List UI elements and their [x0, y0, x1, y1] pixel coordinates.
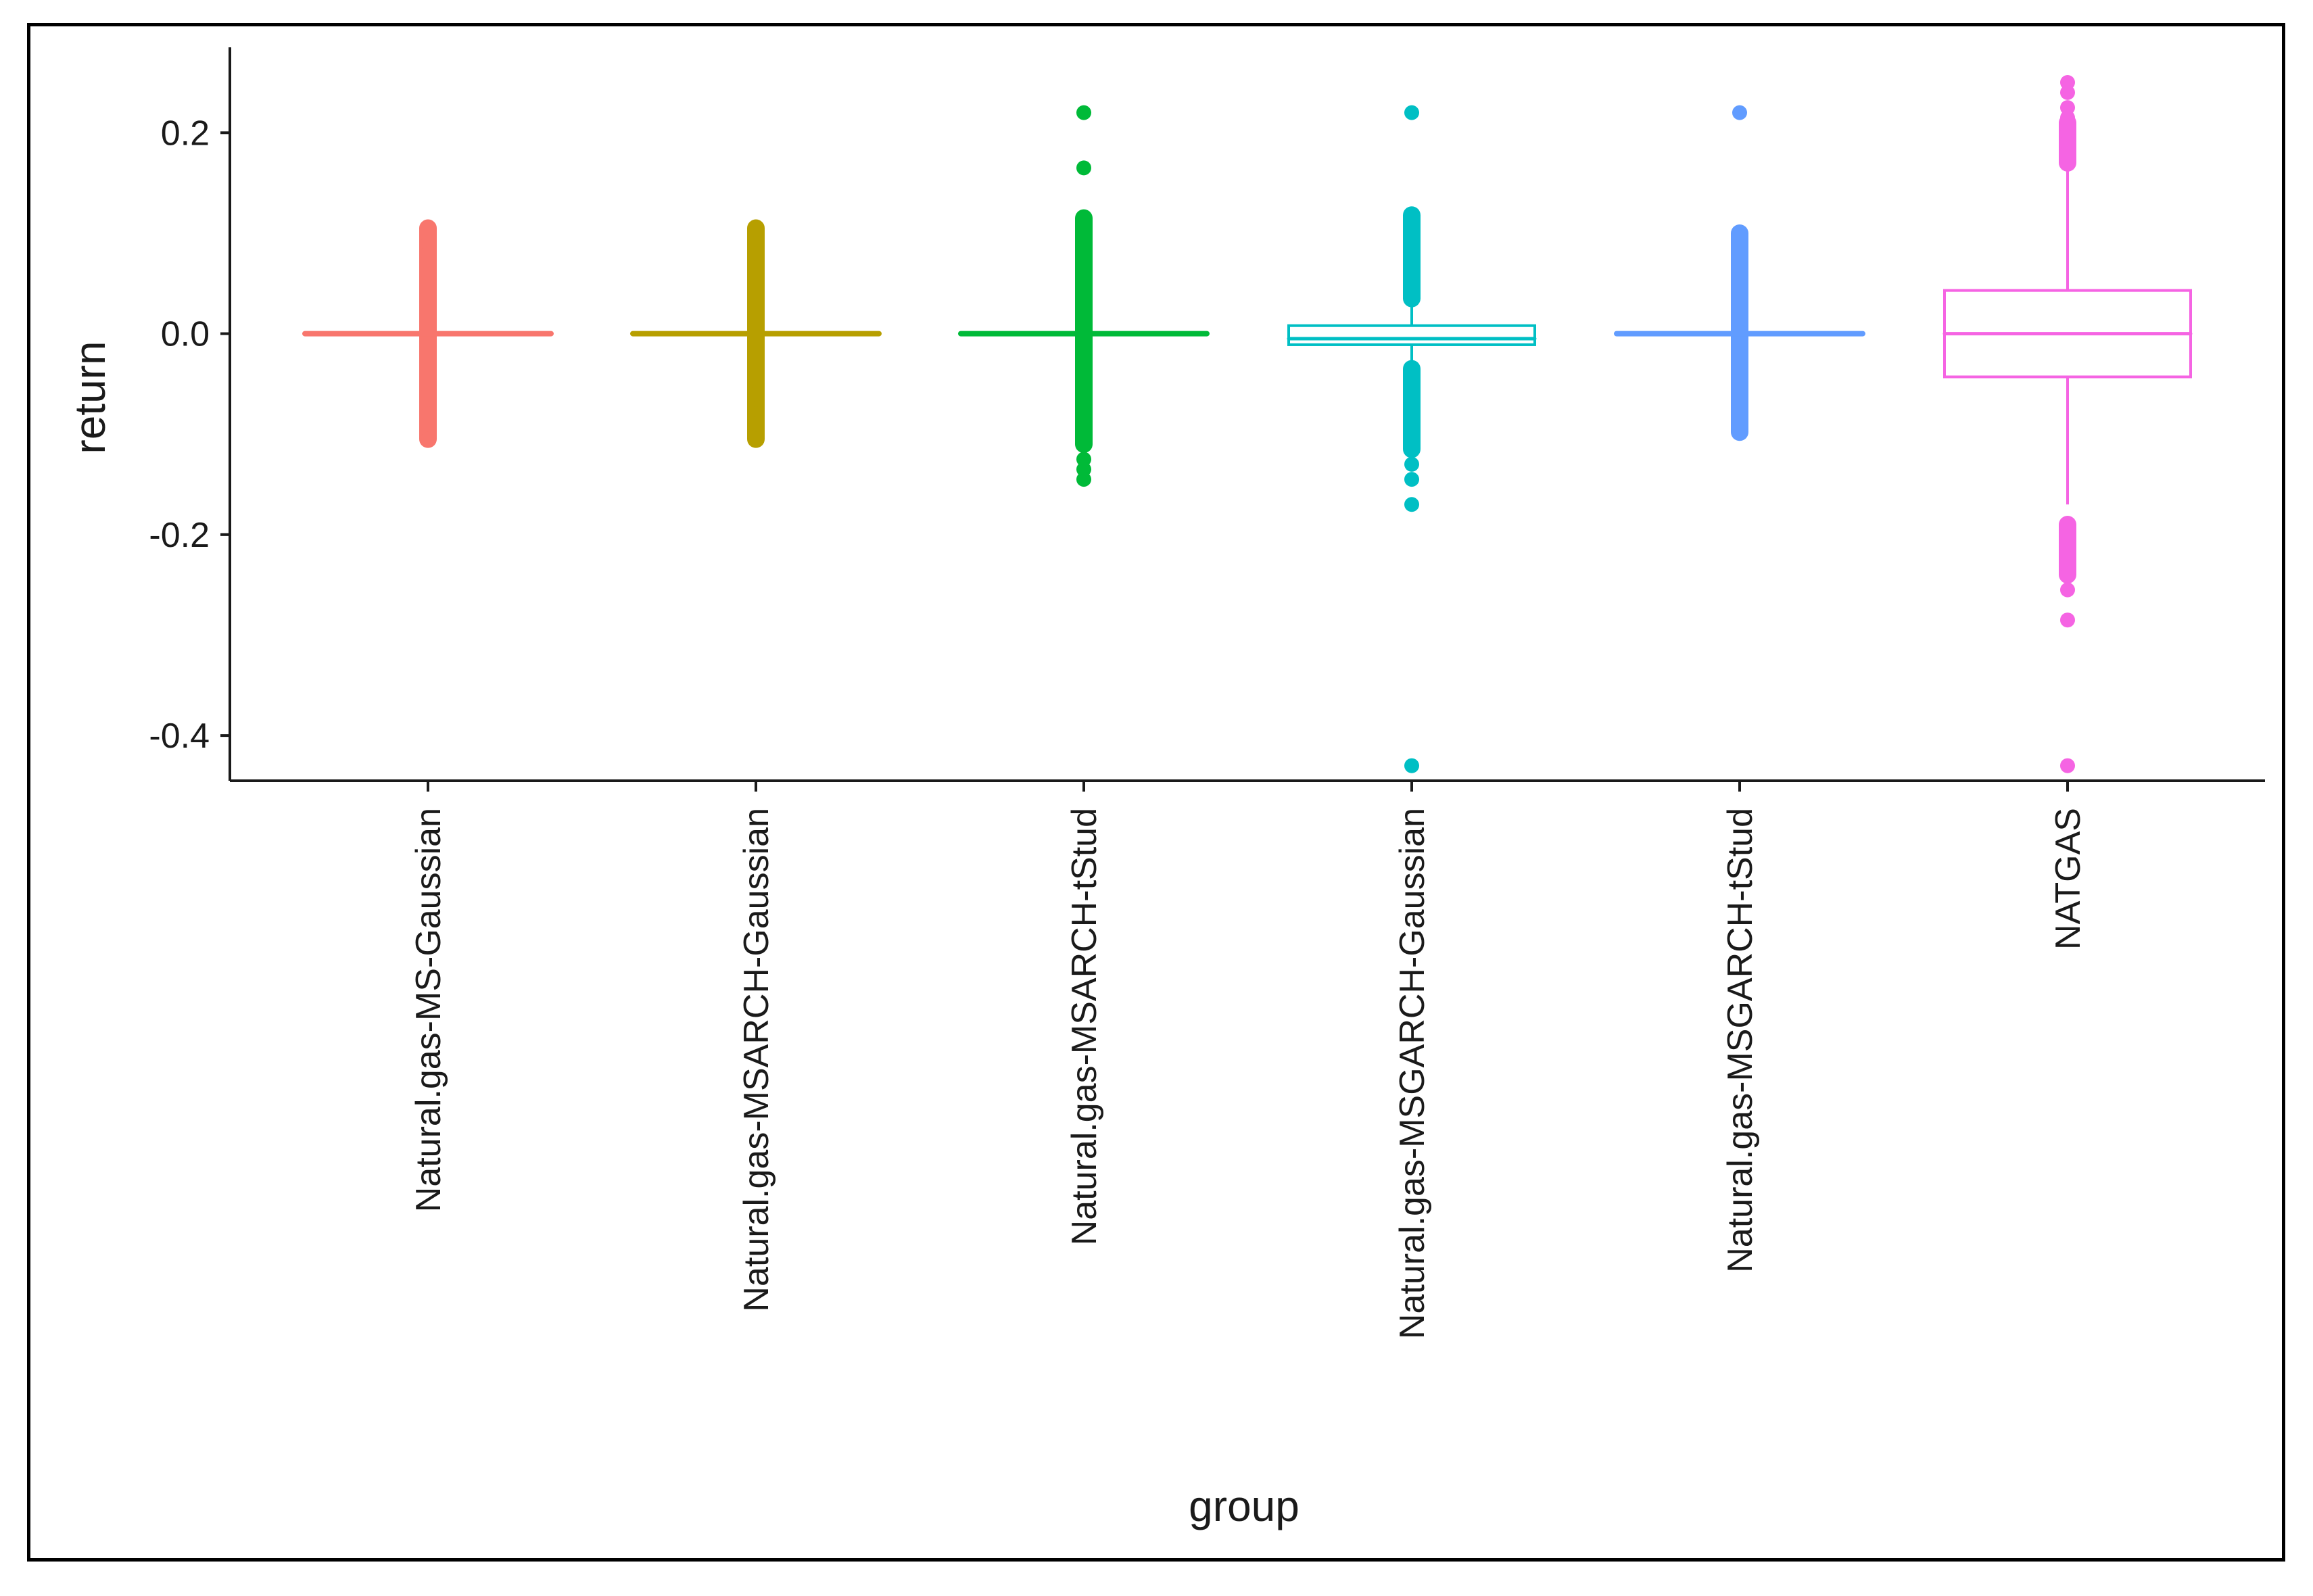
x-tick-label: Natural.gas-MSARCH-tStud — [1065, 808, 1104, 1245]
outlier-point — [2060, 758, 2075, 773]
outlier-point — [2060, 582, 2075, 598]
y-tick-label: 0.2 — [161, 114, 210, 153]
outlier-point — [1732, 105, 1747, 120]
x-tick-label: Natural.gas-MSARCH-Gaussian — [737, 808, 776, 1312]
outlier-point — [2060, 110, 2075, 126]
outlier-point — [1076, 160, 1091, 176]
y-tick-label: -0.4 — [149, 717, 210, 756]
outlier-point — [748, 245, 763, 261]
chart-frame — [27, 23, 2285, 1562]
outlier-point — [2060, 145, 2075, 161]
outlier-point — [2060, 567, 2075, 583]
outlier-point — [1076, 472, 1091, 487]
outlier-point — [1404, 758, 1419, 773]
outlier-point — [748, 266, 763, 281]
outlier-point — [421, 220, 435, 236]
outlier-point — [421, 266, 435, 281]
plot-area: 0.2 0.0 -0.2 -0.4 Natural.gas-MS-Gaussian Nat… — [149, 47, 2265, 1339]
outlier-point — [2060, 612, 2075, 628]
x-tick-label: NATGAS — [2049, 808, 2088, 950]
outlier-point — [421, 386, 435, 402]
outlier-point — [1404, 105, 1419, 120]
outlier-point — [421, 416, 435, 432]
outlier-point — [748, 416, 763, 432]
outlier-point — [2060, 537, 2075, 552]
outlier-point — [421, 245, 435, 261]
outlier-point — [1076, 225, 1091, 241]
outlier-point — [2060, 84, 2075, 100]
outlier-point — [1732, 425, 1747, 440]
x-axis-title: group — [1189, 1482, 1299, 1530]
outlier-point — [1404, 497, 1419, 512]
x-tick-label: Natural.gas-MSGARCH-Gaussian — [1393, 808, 1432, 1339]
outlier-point — [1076, 105, 1091, 120]
outlier-point — [748, 386, 763, 402]
y-tick-label: 0.0 — [161, 315, 210, 354]
y-axis-title-group: return — [66, 341, 114, 454]
outlier-point — [1076, 210, 1091, 226]
outlier-point — [1404, 456, 1419, 472]
y-tick-label: -0.2 — [149, 516, 210, 555]
outlier-point — [421, 431, 435, 447]
x-tick-label: Natural.gas-MSGARCH-tStud — [1721, 808, 1760, 1273]
outlier-point — [1732, 225, 1747, 241]
box-iqr — [1287, 324, 1536, 346]
outlier-point — [748, 220, 763, 236]
y-axis-title: return — [66, 341, 114, 454]
x-tick-label: Natural.gas-MS-Gaussian — [409, 808, 448, 1212]
outlier-point — [1404, 472, 1419, 487]
outlier-point — [748, 431, 763, 447]
